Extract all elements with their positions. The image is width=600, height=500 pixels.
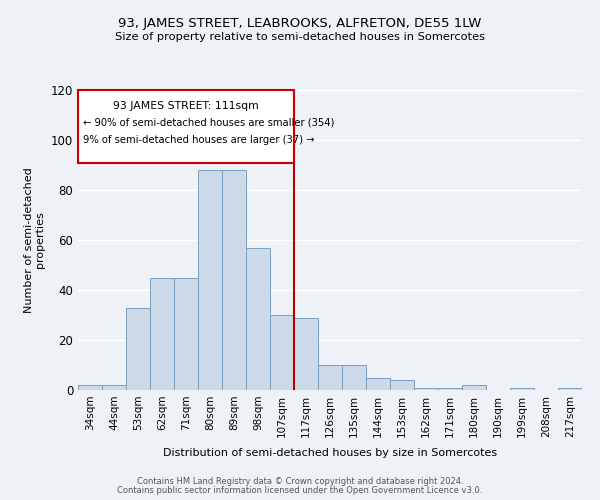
Bar <box>222 170 246 390</box>
Bar <box>126 308 150 390</box>
Text: Contains HM Land Registry data © Crown copyright and database right 2024.: Contains HM Land Registry data © Crown c… <box>137 477 463 486</box>
Y-axis label: Number of semi-detached
properties: Number of semi-detached properties <box>23 167 45 313</box>
Text: 93, JAMES STREET, LEABROOKS, ALFRETON, DE55 1LW: 93, JAMES STREET, LEABROOKS, ALFRETON, D… <box>118 18 482 30</box>
Bar <box>150 278 174 390</box>
Text: Contains public sector information licensed under the Open Government Licence v3: Contains public sector information licen… <box>118 486 482 495</box>
Bar <box>78 385 102 390</box>
Bar <box>510 388 534 390</box>
Text: 93 JAMES STREET: 111sqm: 93 JAMES STREET: 111sqm <box>113 101 259 112</box>
Text: 9% of semi-detached houses are larger (37) →: 9% of semi-detached houses are larger (3… <box>83 135 314 145</box>
Text: ← 90% of semi-detached houses are smaller (354): ← 90% of semi-detached houses are smalle… <box>83 118 334 128</box>
X-axis label: Distribution of semi-detached houses by size in Somercotes: Distribution of semi-detached houses by … <box>163 448 497 458</box>
Bar <box>318 365 342 390</box>
Bar <box>78 90 294 162</box>
Bar <box>102 385 126 390</box>
Bar <box>174 278 198 390</box>
Bar <box>438 388 462 390</box>
Bar <box>390 380 414 390</box>
Bar <box>366 378 390 390</box>
Bar <box>414 388 438 390</box>
Bar <box>294 318 318 390</box>
Bar <box>462 385 486 390</box>
Bar <box>270 315 294 390</box>
Bar <box>558 388 582 390</box>
Bar <box>198 170 222 390</box>
Text: Size of property relative to semi-detached houses in Somercotes: Size of property relative to semi-detach… <box>115 32 485 42</box>
Bar <box>246 248 270 390</box>
Bar <box>342 365 366 390</box>
